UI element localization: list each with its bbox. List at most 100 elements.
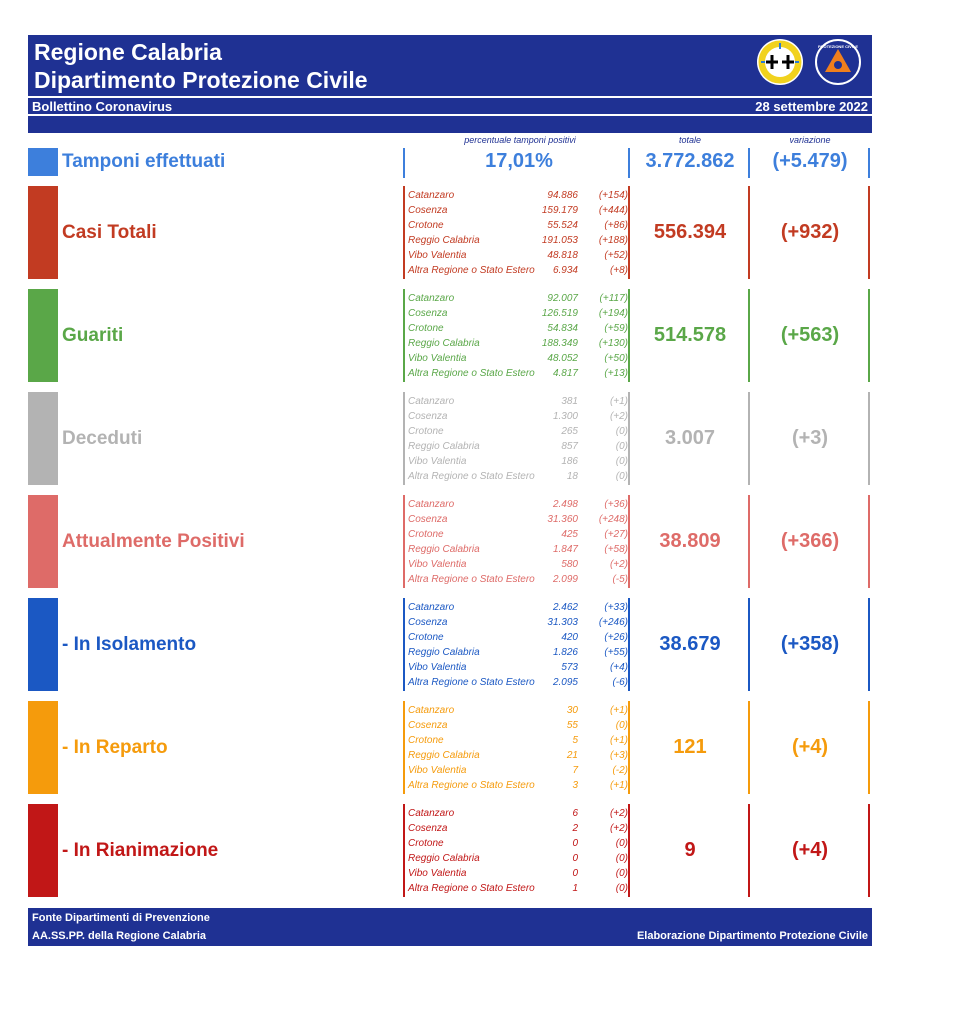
province-value: 2 (572, 823, 578, 834)
tamponi-divider (868, 148, 870, 178)
province-line: Reggio Calabria 188.349 (+130) (408, 336, 630, 351)
province-value: 55 (566, 720, 578, 731)
tamponi-row: Tamponi effettuati 17,01% 3.772.862 (+5.… (28, 148, 872, 178)
section-row: Casi Totali Catanzaro 94.886 (+154) Cosenza 1… (28, 186, 872, 279)
section-divider (628, 495, 630, 588)
province-line: Cosenza 159.179 (+444) (408, 203, 630, 218)
province-line: Altra Regione o Stato Estero 4.817 (+13) (408, 366, 630, 381)
province-name: Catanzaro (408, 190, 455, 201)
header-banner: Regione Calabria Dipartimento Protezione… (28, 35, 872, 133)
province-line: Crotone 425 (+27) (408, 527, 630, 542)
colhead-percent: percentuale tamponi positivi (464, 135, 576, 145)
province-line: Cosenza 126.519 (+194) (408, 306, 630, 321)
province-value: 6.934 (552, 265, 578, 276)
province-value: 2.498 (552, 499, 578, 510)
calabria-crest-icon (757, 39, 803, 85)
section-label: - In Isolamento (62, 634, 197, 655)
province-value: 0 (572, 868, 578, 879)
province-name: Altra Regione o Stato Estero (408, 883, 535, 894)
province-value: 31.303 (547, 617, 578, 628)
section-divider (403, 495, 405, 588)
province-delta: (0) (615, 883, 628, 894)
section-delta: (+4) (791, 839, 829, 861)
section-swatch (28, 186, 58, 279)
province-line: Crotone 5 (+1) (408, 733, 630, 748)
province-value: 420 (561, 632, 578, 643)
province-name: Catanzaro (408, 396, 455, 407)
title-region: Regione Calabria (34, 39, 222, 65)
province-name: Catanzaro (408, 808, 455, 819)
province-delta: (+4) (609, 662, 628, 673)
province-line: Altra Regione o Stato Estero 1 (0) (408, 881, 630, 896)
province-line: Catanzaro 94.886 (+154) (408, 188, 630, 203)
section-divider (748, 701, 750, 794)
section-delta: (+932) (780, 221, 840, 243)
section-total: 556.394 (653, 221, 727, 243)
province-line: Reggio Calabria 21 (+3) (408, 748, 630, 763)
footer-bar: Fonte Dipartimenti di Prevenzione AA.SS.… (28, 908, 872, 946)
province-line: Cosenza 31.303 (+246) (408, 615, 630, 630)
tamponi-label: Tamponi effettuati (62, 151, 226, 172)
section-divider (628, 392, 630, 485)
section-divider (628, 598, 630, 691)
section-divider (868, 289, 870, 382)
province-delta: (+33) (604, 602, 628, 613)
province-name: Vibo Valentia (408, 765, 467, 776)
province-value: 191.053 (541, 235, 578, 246)
province-name: Vibo Valentia (408, 559, 467, 570)
province-value: 1 (572, 883, 578, 894)
province-name: Altra Regione o Stato Estero (408, 265, 535, 276)
province-line: Catanzaro 92.007 (+117) (408, 291, 630, 306)
province-line: Reggio Calabria 1.826 (+55) (408, 645, 630, 660)
province-name: Catanzaro (408, 705, 455, 716)
province-delta: (+58) (604, 544, 628, 555)
section-divider (868, 495, 870, 588)
footer-source-line2: AA.SS.PP. della Regione Calabria (32, 930, 207, 942)
province-delta: (-2) (612, 765, 628, 776)
province-delta: (0) (615, 838, 628, 849)
province-value: 2.099 (552, 574, 578, 585)
province-value: 381 (561, 396, 578, 407)
province-line: Catanzaro 381 (+1) (408, 394, 630, 409)
section-total: 514.578 (653, 324, 727, 346)
province-value: 188.349 (541, 338, 578, 349)
section-divider (748, 289, 750, 382)
province-name: Cosenza (408, 617, 448, 628)
province-name: Reggio Calabria (408, 338, 480, 349)
section-label: - In Reparto (62, 737, 168, 758)
province-delta: (+248) (598, 514, 628, 525)
province-value: 92.007 (547, 293, 578, 304)
section-divider (748, 495, 750, 588)
section-divider (868, 392, 870, 485)
province-delta: (+1) (609, 705, 628, 716)
section-label: Guariti (62, 325, 124, 346)
province-line: Cosenza 1.300 (+2) (408, 409, 630, 424)
province-name: Reggio Calabria (408, 235, 480, 246)
province-delta: (0) (615, 456, 628, 467)
province-name: Cosenza (408, 205, 448, 216)
province-line: Reggio Calabria 1.847 (+58) (408, 542, 630, 557)
province-delta: (+55) (604, 647, 628, 658)
province-line: Catanzaro 2.462 (+33) (408, 600, 630, 615)
section-divider (868, 701, 870, 794)
footer-source-line1: Fonte Dipartimenti di Prevenzione (32, 912, 210, 924)
province-name: Reggio Calabria (408, 853, 480, 864)
province-value: 31.360 (547, 514, 578, 525)
province-value: 48.052 (547, 353, 578, 364)
section-label: Attualmente Positivi (62, 531, 245, 552)
province-name: Altra Regione o Stato Estero (408, 368, 535, 379)
province-name: Vibo Valentia (408, 868, 467, 879)
province-name: Crotone (408, 220, 444, 231)
province-line: Reggio Calabria 191.053 (+188) (408, 233, 630, 248)
province-name: Reggio Calabria (408, 647, 480, 658)
province-value: 0 (572, 853, 578, 864)
province-line: Crotone 420 (+26) (408, 630, 630, 645)
province-value: 159.179 (541, 205, 578, 216)
colhead-total: totale (678, 135, 702, 145)
province-name: Altra Regione o Stato Estero (408, 574, 535, 585)
section-divider (868, 598, 870, 691)
province-value: 573 (561, 662, 578, 673)
section-delta: (+358) (780, 633, 840, 655)
province-delta: (0) (615, 441, 628, 452)
province-name: Vibo Valentia (408, 662, 467, 673)
